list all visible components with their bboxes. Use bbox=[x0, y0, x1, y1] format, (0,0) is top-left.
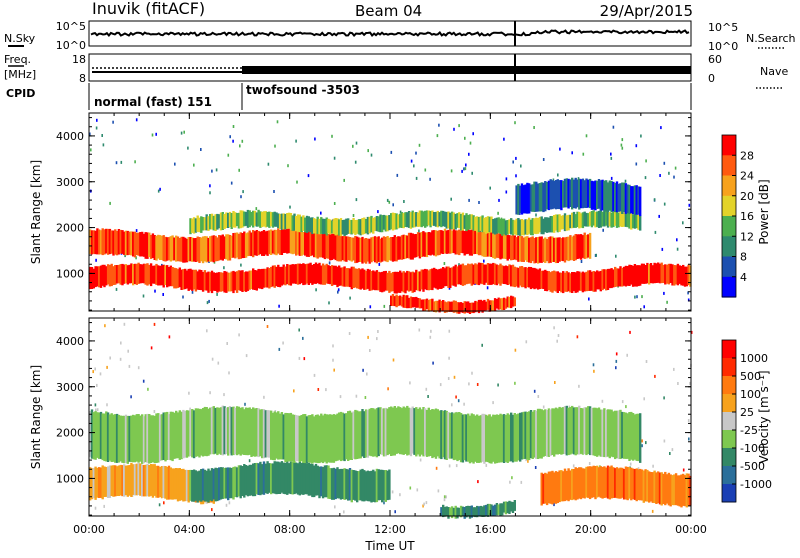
y-tick-label: 2000 bbox=[56, 427, 84, 440]
velocity-ylabel: Slant Range [km] bbox=[29, 365, 43, 469]
colorbar-tick: 1000 bbox=[740, 352, 768, 365]
freq-tick-bottom: 8 bbox=[79, 72, 86, 85]
colorbar-swatch bbox=[722, 448, 736, 467]
colorbar-swatch bbox=[722, 358, 736, 377]
x-tick-label: 12:00 bbox=[374, 523, 406, 536]
velocity-heatmap bbox=[89, 322, 693, 519]
nsky-tick-top: 10^5 bbox=[56, 20, 86, 33]
power-colorbar: 4 8 12 16 20 24 28 bbox=[721, 134, 754, 298]
colorbar-swatch bbox=[722, 155, 736, 177]
colorbar-tick: -100 bbox=[740, 442, 765, 455]
colorbar-tick: -25 bbox=[740, 424, 758, 437]
power-ylabel: Slant Range [km] bbox=[29, 160, 43, 264]
nave-tick-top: 60 bbox=[708, 53, 722, 66]
colorbar-swatch bbox=[722, 195, 736, 217]
y-tick-label: 2000 bbox=[56, 222, 84, 235]
x-tick-label: 00:00 bbox=[675, 523, 707, 536]
velocity-panel: 1000 2000 3000 4000 Slant Range [km] 1000 50… bbox=[29, 317, 772, 519]
colorbar-tick: 100 bbox=[740, 388, 761, 401]
nsky-label: N.Sky bbox=[4, 32, 36, 45]
freq-label: Freq. bbox=[4, 53, 31, 66]
y-tick-label: 3000 bbox=[56, 176, 84, 189]
colorbar-tick: 500 bbox=[740, 370, 761, 383]
colorbar-tick: -500 bbox=[740, 460, 765, 473]
nsearch-tick-top: 10^5 bbox=[708, 21, 738, 34]
y-tick-label: 4000 bbox=[56, 130, 84, 143]
date-title: 29/Apr/2015 bbox=[600, 2, 693, 20]
colorbar-tick: 8 bbox=[740, 251, 747, 264]
colorbar-tick: 25 bbox=[740, 406, 754, 419]
nsky-panel: N.Sky 10^5 10^0 10^5 10^0 N.Search bbox=[4, 20, 796, 53]
cpid-mode-twofsound: twofsound -3503 bbox=[246, 83, 360, 97]
station-title: Inuvik (fitACF) bbox=[92, 0, 205, 18]
x-tick-label: 00:00 bbox=[73, 523, 105, 536]
y-tick-label: 4000 bbox=[56, 335, 84, 348]
cpid-mode-normal: normal (fast) 151 bbox=[94, 95, 212, 109]
colorbar-swatch bbox=[722, 256, 736, 278]
x-axis-label: Time UT bbox=[364, 539, 415, 553]
freq-panel: Freq. [MHz] 18 8 60 0 Nave bbox=[4, 53, 788, 89]
colorbar-tick: 4 bbox=[740, 271, 747, 284]
colorbar-swatch bbox=[722, 216, 736, 237]
x-tick-label: 08:00 bbox=[274, 523, 306, 536]
freq-tick-top: 18 bbox=[72, 53, 86, 66]
cpid-label: CPID bbox=[6, 87, 35, 100]
y-tick-label: 3000 bbox=[56, 381, 84, 394]
colorbar-tick: -1000 bbox=[740, 478, 772, 491]
power-colorbar-label: Power [dB] bbox=[757, 179, 771, 244]
y-tick-label: 1000 bbox=[56, 472, 84, 485]
freq-nave-block bbox=[242, 66, 691, 74]
y-tick-label: 1000 bbox=[56, 267, 84, 280]
freq-unit: [MHz] bbox=[4, 68, 36, 81]
colorbar-tick: 12 bbox=[740, 230, 754, 243]
colorbar-swatch bbox=[722, 236, 736, 258]
colorbar-swatch bbox=[722, 135, 736, 156]
colorbar-swatch bbox=[722, 394, 736, 413]
nave-tick-bottom: 0 bbox=[708, 72, 715, 85]
x-tick-label: 04:00 bbox=[173, 523, 205, 536]
colorbar-tick: 24 bbox=[740, 170, 754, 183]
colorbar-swatch bbox=[722, 484, 736, 503]
nsky-tick-bottom: 10^0 bbox=[56, 39, 86, 52]
power-heatmap bbox=[89, 118, 692, 314]
beam-title: Beam 04 bbox=[355, 2, 422, 20]
velocity-colorbar-label: Velocity [m s⁻¹] bbox=[757, 370, 771, 463]
colorbar-swatch bbox=[722, 430, 736, 449]
colorbar-swatch bbox=[722, 376, 736, 395]
colorbar-swatch bbox=[722, 340, 736, 359]
nsearch-label: N.Search bbox=[746, 32, 796, 45]
colorbar-swatch bbox=[722, 466, 736, 485]
colorbar-tick: 20 bbox=[740, 190, 754, 203]
power-panel: 1000 2000 3000 4000 Slant Range [km] 4 8 12 16… bbox=[29, 112, 771, 314]
colorbar-swatch bbox=[722, 276, 736, 298]
colorbar-tick: 16 bbox=[740, 210, 754, 223]
velocity-colorbar: 1000 500 100 25 -25 -100 -500 -1000 bbox=[721, 339, 772, 503]
colorbar-swatch bbox=[722, 175, 736, 197]
x-tick-label: 16:00 bbox=[474, 523, 506, 536]
x-tick-label: 20:00 bbox=[575, 523, 607, 536]
nsky-trace bbox=[90, 29, 690, 38]
colorbar-swatch bbox=[722, 412, 736, 431]
cpid-panel: CPID normal (fast) 151 twofsound -3503 bbox=[6, 83, 692, 110]
nsearch-tick-bottom: 10^0 bbox=[708, 40, 738, 53]
nave-label: Nave bbox=[760, 65, 788, 78]
colorbar-tick: 28 bbox=[740, 149, 754, 162]
